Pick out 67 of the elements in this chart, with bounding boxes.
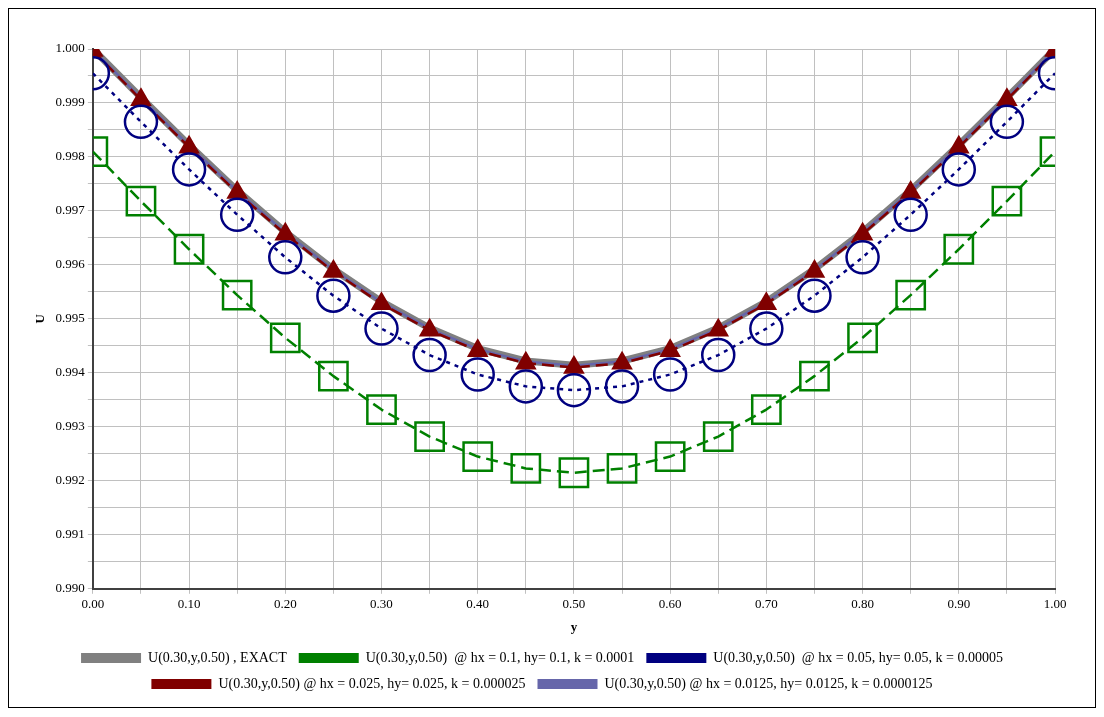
x-tick-label: 0.40 xyxy=(466,596,490,612)
point xyxy=(989,104,1025,140)
x-tick-label: 0.50 xyxy=(562,596,586,612)
point xyxy=(941,152,977,187)
point xyxy=(895,279,927,311)
y-tick-label: 0.991 xyxy=(55,526,85,542)
point xyxy=(556,372,592,408)
y-tick-label: 0.993 xyxy=(55,418,85,434)
point xyxy=(797,278,832,313)
point xyxy=(173,233,205,265)
point xyxy=(414,421,445,452)
point xyxy=(558,457,590,489)
point xyxy=(847,322,878,354)
legend-label: U(0.30,y,0.50) , EXACT xyxy=(148,649,288,666)
legend-label: U(0.30,y,0.50) @ hx = 0.0125, hy= 0.0125, k = 0.0000125 xyxy=(604,675,933,692)
y-axis-title: U xyxy=(32,313,48,324)
point xyxy=(750,394,782,425)
y-tick-label: 0.994 xyxy=(55,364,86,380)
point xyxy=(991,185,1023,217)
y-tick-label: 0.997 xyxy=(55,202,86,218)
y-tick-label: 0.992 xyxy=(55,472,85,488)
point xyxy=(364,311,399,346)
point xyxy=(604,369,640,404)
point xyxy=(701,337,736,373)
x-tick-label: 0.80 xyxy=(851,596,874,612)
point xyxy=(219,197,255,232)
point xyxy=(268,240,303,275)
x-tick-label: 0.90 xyxy=(947,596,971,612)
point xyxy=(749,311,784,346)
x-tick-label: 0.00 xyxy=(81,596,105,612)
x-tick-label: 0.60 xyxy=(658,596,682,612)
point xyxy=(893,197,928,232)
point xyxy=(412,337,447,373)
point xyxy=(845,240,880,275)
y-tick-label: 0.998 xyxy=(55,148,85,164)
point xyxy=(702,421,734,452)
point xyxy=(652,357,688,392)
point xyxy=(510,453,542,484)
legend-label: U(0.30,y,0.50) @ hx = 0.025, hy= 0.025, k = 0.000025 xyxy=(218,675,526,692)
point xyxy=(654,441,686,472)
legend-label: U(0.30,y,0.50) @ hx = 0.1, hy= 0.1, k = 0.0001 xyxy=(365,649,635,666)
point xyxy=(799,360,830,392)
point xyxy=(316,278,351,313)
y-tick-label: 0.995 xyxy=(55,310,85,326)
legend-label: U(0.30,y,0.50) @ hx = 0.05, hy= 0.05, k = 0.00005 xyxy=(713,649,1003,666)
x-tick-label: 0.30 xyxy=(370,596,393,612)
x-tick-label: 0.10 xyxy=(177,596,201,612)
x-tick-label: 1.00 xyxy=(1043,596,1067,612)
point xyxy=(269,322,301,354)
x-tick-label: 0.20 xyxy=(273,596,297,612)
point xyxy=(221,279,253,311)
point xyxy=(460,357,495,392)
y-tick-label: 0.996 xyxy=(55,256,86,272)
point xyxy=(125,185,157,217)
point xyxy=(123,104,159,140)
x-tick-label: 0.70 xyxy=(754,596,778,612)
point xyxy=(606,453,638,484)
point xyxy=(462,441,494,472)
point xyxy=(171,152,207,187)
point xyxy=(943,233,975,265)
point xyxy=(508,369,544,404)
point xyxy=(366,394,397,425)
y-tick-label: 0.990 xyxy=(55,580,85,596)
y-tick-label: 0.999 xyxy=(55,94,85,110)
y-tick-label: 1.000 xyxy=(55,40,85,56)
point xyxy=(318,360,349,392)
x-axis-title: y xyxy=(570,618,578,634)
